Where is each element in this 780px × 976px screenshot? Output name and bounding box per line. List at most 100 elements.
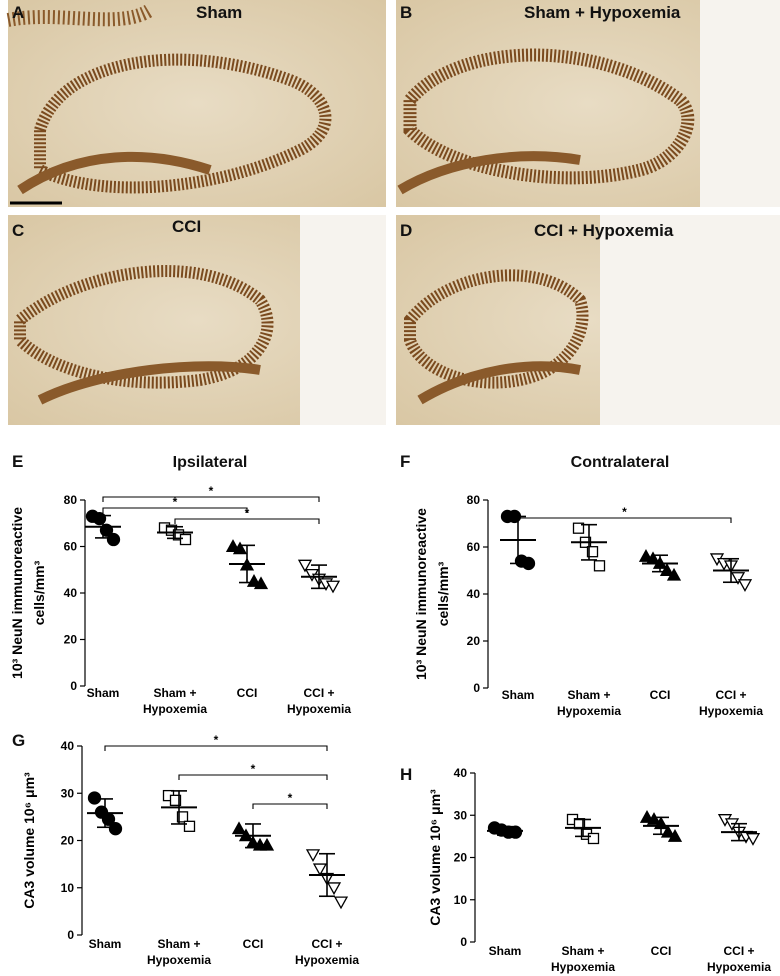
- data-point: [587, 832, 600, 845]
- y-tick-label: 60: [64, 540, 78, 554]
- data-point: [333, 896, 349, 910]
- data-point: [326, 882, 342, 896]
- significance-label: *: [209, 484, 214, 498]
- data-point: [106, 532, 121, 547]
- data-point: [312, 863, 328, 877]
- data-point: [87, 791, 102, 805]
- data-point: [232, 541, 248, 555]
- significance-bracket: [104, 745, 328, 751]
- y-tick-label: 0: [460, 935, 467, 949]
- data-point: [305, 849, 321, 863]
- x-tick-label: Sham: [502, 688, 535, 702]
- panel-label: CCI + Hypoxemia: [534, 221, 674, 240]
- panel-label: CCI: [172, 217, 201, 236]
- significance-label: *: [214, 733, 219, 747]
- y-tick-label: 0: [67, 928, 74, 942]
- y-tick-label: 30: [454, 808, 468, 822]
- significance-bracket: [174, 518, 320, 524]
- data-point: [666, 567, 682, 581]
- y-tick-label: 40: [454, 766, 468, 780]
- y-axis-label: 10³ NeuN immunoreactive: [413, 508, 429, 680]
- y-tick-label: 20: [64, 633, 78, 647]
- x-tick-label: CCI + Hypoxemia: [287, 686, 351, 716]
- data-point: [730, 572, 746, 585]
- x-tick-label: Sham + Hypoxemia: [147, 937, 211, 967]
- x-tick-label: CCI + Hypoxemia: [707, 944, 771, 974]
- data-point: [572, 522, 585, 534]
- data-point: [108, 822, 123, 836]
- y-axis-label: CA3 volume 10⁶ μm³: [21, 772, 37, 909]
- y-axis-label: 10³ NeuN immunoreactive: [9, 507, 25, 679]
- y-tick-label: 40: [64, 586, 78, 600]
- significance-label: *: [173, 495, 178, 509]
- significance-label: *: [245, 506, 250, 520]
- data-point: [225, 539, 241, 552]
- data-point: [176, 811, 189, 823]
- data-point: [659, 563, 675, 576]
- y-axis-label: cells/mm³: [31, 560, 47, 625]
- x-tick-label: Sham + Hypoxemia: [551, 944, 615, 974]
- panel-letter: E: [12, 452, 23, 471]
- significance-label: *: [622, 505, 627, 519]
- x-tick-label: CCI: [650, 688, 671, 702]
- data-point: [667, 829, 683, 842]
- panel-letter: A: [12, 3, 24, 22]
- significance-bracket: [102, 507, 248, 513]
- data-point: [297, 559, 313, 573]
- significance-label: *: [288, 791, 293, 805]
- significance-bracket: [178, 774, 328, 780]
- data-point: [183, 820, 196, 832]
- y-tick-label: 40: [61, 739, 75, 753]
- panel-letter: C: [12, 221, 24, 240]
- y-tick-label: 40: [467, 587, 481, 601]
- significance-label: *: [251, 762, 256, 776]
- micrograph-c: [8, 215, 386, 425]
- x-tick-label: Sham + Hypoxemia: [557, 688, 621, 718]
- panel-letter: B: [400, 3, 412, 22]
- x-tick-label: Sham: [489, 944, 522, 958]
- x-tick-label: Sham: [89, 937, 122, 951]
- data-point: [231, 821, 247, 835]
- panel-letter: F: [400, 452, 410, 471]
- significance-bracket: [517, 517, 732, 523]
- y-tick-label: 20: [61, 834, 75, 848]
- micrograph-a: [6, 0, 386, 207]
- y-tick-label: 10: [61, 881, 75, 895]
- x-tick-label: CCI: [651, 944, 672, 958]
- y-tick-label: 0: [70, 679, 77, 693]
- y-axis-label: CA3 volume 10⁶ μm³: [427, 789, 443, 926]
- x-tick-label: CCI + Hypoxemia: [295, 937, 359, 967]
- y-tick-label: 80: [64, 493, 78, 507]
- significance-bracket: [102, 496, 320, 502]
- x-tick-label: Sham + Hypoxemia: [143, 686, 207, 716]
- x-tick-label: CCI + Hypoxemia: [699, 688, 763, 718]
- panel-label: Sham + Hypoxemia: [524, 3, 681, 22]
- y-tick-label: 0: [473, 681, 480, 695]
- data-point: [638, 549, 654, 562]
- data-point: [246, 574, 262, 587]
- chart-title: Contralateral: [571, 454, 670, 471]
- panel-letter: H: [400, 765, 412, 784]
- y-tick-label: 80: [467, 493, 481, 507]
- y-tick-label: 20: [454, 851, 468, 865]
- x-tick-label: CCI: [237, 686, 258, 700]
- data-point: [737, 579, 753, 592]
- data-point: [586, 546, 599, 558]
- chart-title: Ipsilateral: [173, 454, 248, 471]
- y-axis-label: cells/mm³: [435, 561, 451, 626]
- y-tick-label: 10: [454, 893, 468, 907]
- data-point: [646, 812, 662, 825]
- panel-letter: D: [400, 221, 412, 240]
- data-point: [593, 560, 606, 572]
- x-tick-label: Sham: [87, 686, 120, 700]
- micrograph-b: [396, 0, 780, 207]
- y-tick-label: 30: [61, 786, 75, 800]
- y-tick-label: 60: [467, 540, 481, 554]
- x-tick-label: CCI: [243, 937, 264, 951]
- data-point: [745, 833, 761, 846]
- panel-letter: G: [12, 731, 25, 750]
- panel-label: Sham: [196, 3, 242, 22]
- data-point: [179, 533, 192, 546]
- data-point: [259, 837, 275, 851]
